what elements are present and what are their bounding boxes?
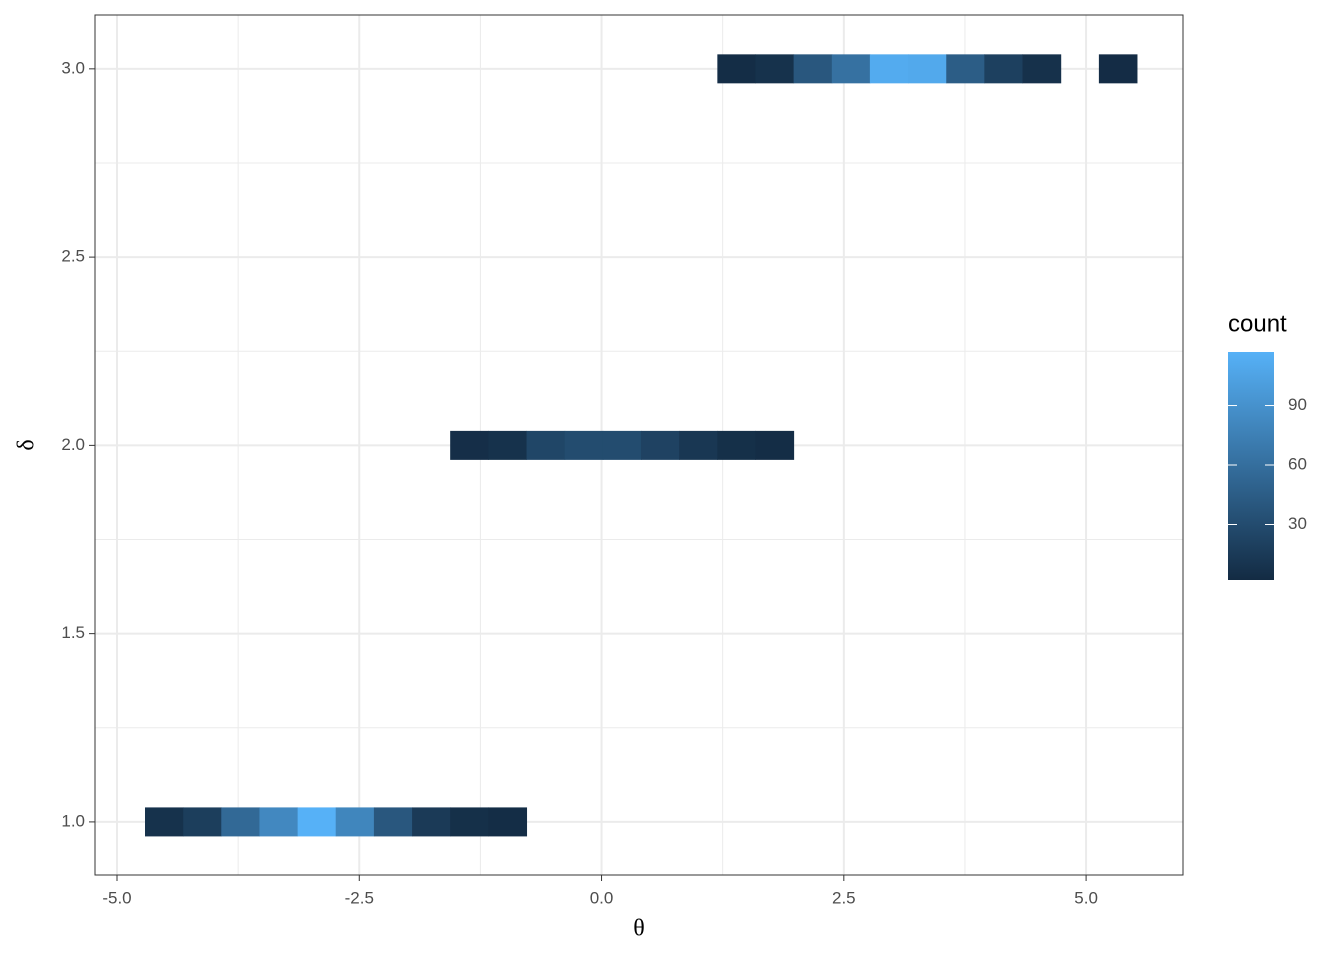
x-axis-label: θ [633, 916, 645, 942]
legend-title: count [1228, 310, 1287, 337]
tile [412, 807, 451, 837]
tile [1098, 54, 1138, 84]
tile [450, 807, 489, 837]
y-axis-label: δ [14, 439, 40, 450]
tile [297, 807, 337, 837]
x-tick-label: -2.5 [345, 888, 374, 907]
tile [984, 54, 1024, 84]
tile [869, 54, 909, 84]
panel-border [94, 14, 1184, 876]
tile [946, 54, 985, 84]
legend-tick-label: 60 [1288, 454, 1307, 473]
tile [755, 430, 795, 460]
tile [793, 54, 833, 84]
tile [450, 430, 489, 460]
tile [183, 807, 222, 837]
x-tick-label: 0.0 [590, 888, 614, 907]
tile [717, 54, 756, 84]
tile [908, 54, 947, 84]
tile [602, 430, 642, 460]
tile [526, 430, 566, 460]
tile [488, 430, 528, 460]
tile [1022, 54, 1062, 84]
y-tick-label: 3.0 [61, 58, 85, 77]
legend-tick-label: 90 [1288, 395, 1307, 414]
tile [259, 807, 299, 837]
x-tick-label: 5.0 [1074, 888, 1098, 907]
tile [373, 807, 413, 837]
x-tick-label: 2.5 [832, 888, 856, 907]
tile [679, 430, 718, 460]
tile [831, 54, 871, 84]
x-tick-label: -5.0 [102, 888, 131, 907]
y-tick-label: 2.5 [61, 247, 85, 266]
tile [640, 430, 680, 460]
tile [335, 807, 375, 837]
tile [221, 807, 260, 837]
legend-tick-label: 30 [1288, 514, 1307, 533]
y-tick-label: 1.5 [61, 623, 85, 642]
y-tick-label: 1.0 [61, 811, 85, 830]
tile [564, 430, 604, 460]
y-tick-label: 2.0 [61, 435, 85, 454]
tile [488, 807, 528, 837]
colorbar [1228, 352, 1274, 580]
tile [755, 54, 795, 84]
tile [717, 430, 756, 460]
tile [145, 807, 184, 837]
